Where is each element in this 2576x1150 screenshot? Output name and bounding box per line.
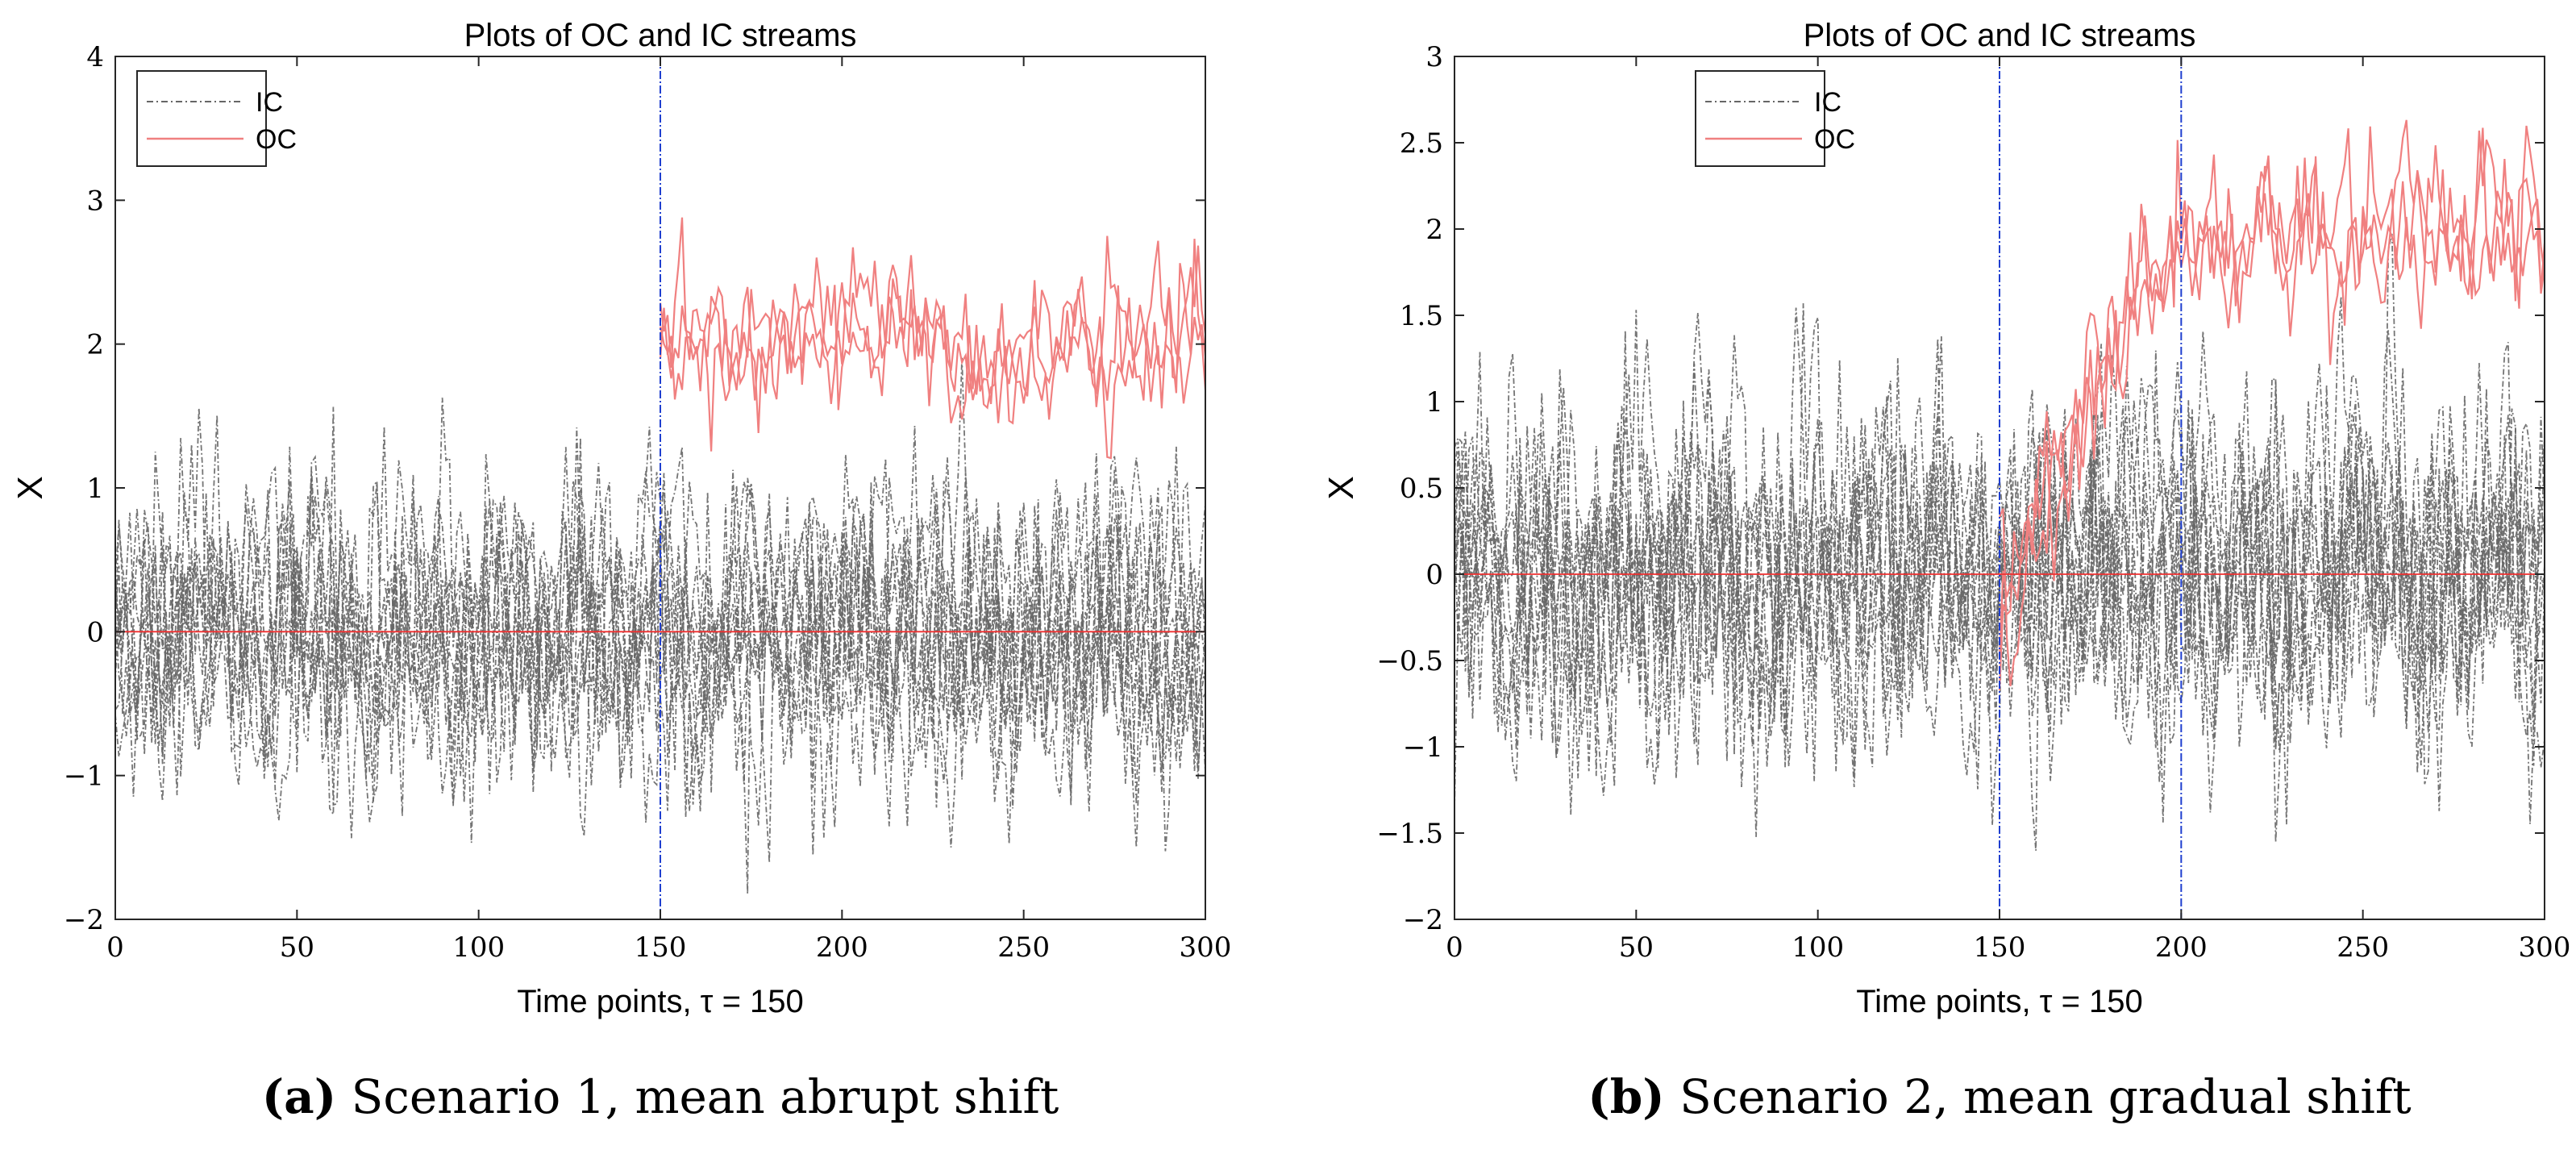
panel-b-ticks: 0 50 100 150 200 250 300 −2 −1.5 −1 −0.5 0 0.5 1 1.5 2 2… (1376, 41, 2570, 964)
panel-b-caption-text: Scenario 2, mean gradual shift (1665, 1069, 2412, 1124)
panel-a-ytick-label: 0 (86, 616, 104, 648)
panel-b-ylabel: X (1321, 476, 1361, 499)
panel-b-oc-series-3 (1998, 128, 2546, 659)
panel-a-data-lines (114, 56, 1207, 919)
panel-b-xlabel: Time points, τ = 150 (1856, 984, 2143, 1019)
panel-a-ytick-label: 2 (86, 329, 104, 361)
panel-a-xtick-label: 100 (452, 931, 505, 964)
panel-a-legend-ic-label: IC (256, 87, 283, 118)
panel-a-ytick-label: −1 (64, 760, 104, 793)
panel-b-ytick-label: 3 (1425, 41, 1443, 73)
panel-a-caption-text: Scenario 1, mean abrupt shift (336, 1069, 1059, 1124)
panel-b-ic-series-8 (1454, 335, 2545, 823)
panel-b-title: Plots of OC and IC streams (1804, 18, 2196, 53)
panel-b-ytick-label: −1.5 (1376, 818, 1443, 850)
panel-b-legend-oc-label: OC (1814, 124, 1855, 155)
panel-b-data-lines (1454, 56, 2546, 919)
panel-a-xtick-label: 150 (635, 931, 687, 964)
panel-b-ytick-label: 0.5 (1400, 473, 1443, 505)
panel-b-xtick-label: 250 (2337, 931, 2389, 964)
panel-b-ytick-label: −0.5 (1376, 645, 1443, 677)
panel-a-ytick-label: 4 (86, 41, 104, 73)
panel-b-ytick-label: 0 (1425, 559, 1443, 591)
panel-a-xtick-label: 200 (816, 931, 868, 964)
panel-b-ic-series-2 (1454, 339, 2545, 826)
panel-a-oc-series-2 (659, 235, 1207, 425)
panel-a: 0 50 100 150 200 250 300 −2 −1 0 1 2 3 4 Plots of OC … (10, 18, 1231, 1124)
panel-a-ylabel: X (10, 476, 50, 499)
panel-b-oc-series-2 (1998, 125, 2546, 687)
panel-b-xtick-label: 100 (1792, 931, 1844, 964)
panel-a-xlabel: Time points, τ = 150 (517, 984, 804, 1019)
panel-a-ic-series-2 (114, 447, 1206, 852)
panel-a-ic-series-1 (114, 398, 1206, 844)
panel-b-oc-series-1 (1998, 119, 2546, 690)
panel-b-xtick-label: 0 (1446, 931, 1463, 964)
panel-a-title: Plots of OC and IC streams (464, 18, 857, 53)
panel-a-ticks: 0 50 100 150 200 250 300 −2 −1 0 1 2 3 4 (64, 41, 1232, 964)
panel-b-legend-ic-label: IC (1814, 87, 1841, 118)
panel-b-ic-series-6 (1454, 232, 2545, 777)
panel-a-ic-series-8 (114, 427, 1206, 856)
panel-b-caption-label: (b) (1588, 1069, 1664, 1124)
panel-a-legend-box (136, 70, 267, 167)
panel-b-ytick-label: 1 (1425, 386, 1443, 419)
panel-a-xtick-label: 300 (1180, 931, 1232, 964)
panel-a-caption-label: (a) (262, 1069, 336, 1124)
panel-b-ytick-label: 2.5 (1400, 127, 1443, 160)
panel-a-legend: IC OC (136, 70, 297, 167)
panel-a-ytick-label: −2 (64, 904, 104, 936)
panel-a-caption: (a) Scenario 1, mean abrupt shift (262, 1069, 1059, 1124)
panel-b-legend-box (1695, 70, 1825, 167)
panel-b-ytick-label: −1 (1403, 731, 1443, 764)
panel-b-ytick-label: −2 (1403, 904, 1443, 936)
panel-b-xtick-label: 50 (1619, 931, 1654, 964)
panel-b-xtick-label: 200 (2155, 931, 2208, 964)
panel-a-ytick-label: 1 (86, 473, 104, 505)
panel-b-ic-series-3 (1454, 408, 2545, 824)
panel-a-ytick-label: 3 (86, 185, 104, 217)
panel-b-xtick-label: 150 (1974, 931, 2026, 964)
panel-b-ytick-label: 1.5 (1400, 300, 1443, 332)
panel-b: 0 50 100 150 200 250 300 −2 −1.5 −1 −0.5 0 0.5 1 1.5 2 2… (1321, 18, 2570, 1124)
panel-a-xtick-label: 250 (997, 931, 1050, 964)
panel-a-legend-oc-label: OC (256, 124, 297, 155)
panel-b-ytick-label: 2 (1425, 214, 1443, 246)
panel-b-legend: IC OC (1695, 70, 1855, 167)
panel-a-xtick-label: 50 (280, 931, 314, 964)
panel-a-oc-series-3 (659, 263, 1207, 423)
panel-a-xtick-label: 0 (106, 931, 124, 964)
panel-b-caption: (b) Scenario 2, mean gradual shift (1588, 1069, 2411, 1124)
panel-b-xtick-label: 300 (2519, 931, 2571, 964)
